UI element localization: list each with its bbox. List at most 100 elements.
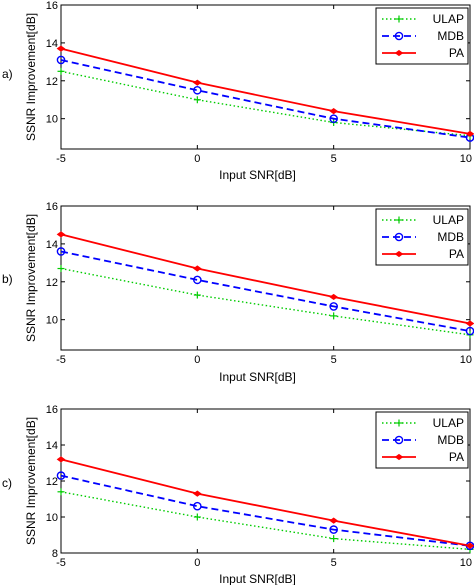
series-line (60, 458, 471, 547)
x-tick-label: 10 (460, 153, 472, 165)
series-mdb (56, 55, 474, 142)
series-pa (56, 45, 474, 137)
series-line (60, 47, 471, 135)
legend-label: PA (449, 46, 464, 60)
y-tick-label: 12 (46, 476, 58, 488)
data-point-star (394, 250, 404, 258)
y-tick-label: 10 (46, 315, 58, 327)
x-tick-label: 0 (194, 354, 200, 366)
legend-box (375, 411, 469, 469)
data-point-plus (395, 216, 403, 224)
data-point-circle (329, 525, 338, 534)
data-point-circle (193, 85, 202, 95)
legend-item-ulap: ULAP (382, 416, 464, 430)
panel-label: b) (2, 272, 13, 286)
y-axis-label: SSNR Improvement[dB] (24, 13, 38, 141)
legend-item-mdb: MDB (382, 230, 464, 244)
series-ulap (57, 265, 474, 339)
x-tick-label: 0 (194, 153, 200, 165)
series-line (60, 491, 471, 551)
data-point-plus (57, 488, 65, 496)
data-point-plus (395, 419, 403, 427)
y-tick-label: 16 (46, 404, 58, 416)
data-point-plus (193, 96, 201, 104)
x-tick-label: 0 (194, 557, 200, 569)
y-tick-label: 10 (46, 114, 58, 126)
data-point-circle (394, 435, 404, 445)
data-point-circle (193, 501, 202, 511)
y-axis-label: SSNR Improvement[dB] (24, 214, 38, 342)
data-point-circle (394, 232, 404, 242)
legend: ULAP MDB PA (375, 208, 469, 266)
data-point-star (394, 453, 404, 461)
series-line (60, 267, 471, 336)
x-axis-label: Input SNR[dB] (219, 370, 296, 384)
y-tick-label: 8 (52, 548, 58, 560)
x-tick-label: -5 (56, 354, 66, 366)
data-point-plus (330, 535, 338, 543)
x-tick-label: 5 (331, 153, 337, 165)
series-mdb (56, 247, 474, 336)
x-tick-label: -5 (56, 153, 66, 165)
data-point-star (192, 490, 202, 497)
x-tick-label: 10 (460, 354, 472, 366)
data-point-plus (395, 15, 403, 23)
y-tick-label: 16 (46, 0, 58, 12)
y-tick-label: 16 (46, 201, 58, 213)
data-point-star (192, 265, 202, 272)
series-line (60, 233, 471, 325)
legend-item-pa: PA (382, 46, 464, 60)
series-line (60, 59, 471, 139)
data-point-circle (56, 55, 66, 65)
series-pa (56, 231, 474, 327)
data-point-plus (57, 265, 65, 273)
data-point-star (56, 45, 66, 52)
data-point-star (329, 293, 339, 301)
x-tick-label: 5 (331, 354, 337, 366)
legend-label: MDB (437, 29, 464, 43)
legend: ULAP MDB PA (375, 411, 469, 469)
data-point-star (394, 49, 404, 57)
panel-label: c) (2, 476, 12, 490)
legend-label: ULAP (433, 12, 464, 26)
data-point-plus (57, 67, 65, 75)
y-tick-label: 12 (46, 76, 58, 88)
data-point-circle (329, 302, 338, 311)
data-point-circle (193, 275, 202, 285)
data-point-star (329, 517, 339, 524)
chart-panel-2: -5 0 5 10 10 12 14 16 Input SNR[dB] SSNR Improvem… (2, 201, 474, 384)
legend-item-ulap: ULAP (382, 213, 464, 227)
series-line (60, 250, 471, 332)
chart-panel-3: -5 0 5 10 8 10 12 14 16 Input SNR[dB] SSNR Improve… (2, 404, 474, 585)
legend-item-pa: PA (382, 247, 464, 261)
legend-label: MDB (437, 433, 464, 447)
legend-item-pa: PA (382, 450, 464, 464)
legend-label: ULAP (433, 416, 464, 430)
y-tick-label: 14 (46, 38, 58, 50)
data-point-plus (193, 291, 201, 299)
legend-label: PA (449, 247, 464, 261)
x-axis-label: Input SNR[dB] (219, 168, 296, 182)
legend-label: PA (449, 450, 464, 464)
data-point-star (329, 107, 339, 115)
data-point-plus (330, 312, 338, 320)
legend-label: ULAP (433, 213, 464, 227)
chart-panel-1: -5 0 5 10 10 12 14 16 Input SNR[dB] SSNR Improvem… (2, 0, 474, 182)
x-tick-label: 5 (331, 557, 337, 569)
legend: ULAP MDB PA (375, 7, 469, 65)
legend-item-ulap: ULAP (382, 12, 464, 26)
data-point-star (56, 456, 66, 463)
data-point-circle (56, 471, 66, 480)
series-line (60, 70, 471, 137)
y-tick-label: 10 (46, 512, 58, 524)
legend-item-mdb: MDB (382, 29, 464, 43)
y-tick-label: 14 (46, 440, 58, 452)
y-tick-label: 14 (46, 239, 58, 251)
legend-box (375, 208, 469, 266)
x-axis-label: Input SNR[dB] (219, 572, 296, 585)
legend-box (375, 7, 469, 65)
x-tick-label: 10 (460, 557, 472, 569)
legend-label: MDB (437, 230, 464, 244)
data-point-star (192, 79, 202, 86)
data-point-circle (394, 31, 404, 41)
